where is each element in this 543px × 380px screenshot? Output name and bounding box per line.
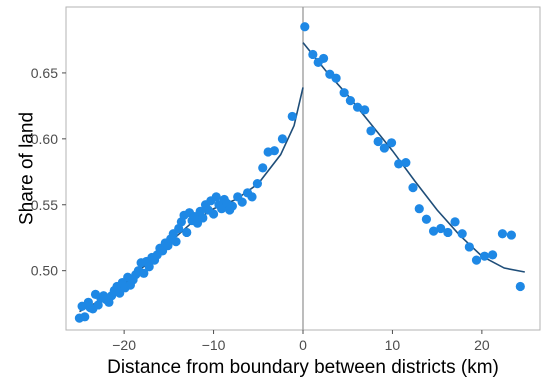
data-point	[227, 201, 237, 211]
data-point	[488, 250, 498, 260]
x-tick-label: −10	[202, 337, 226, 353]
data-point	[386, 138, 397, 148]
x-axis-ticks: −20 −10 0 10 20	[112, 330, 490, 353]
data-point	[464, 242, 474, 252]
data-point	[394, 159, 404, 169]
data-point	[258, 163, 268, 173]
fit-line-right	[302, 42, 525, 273]
data-point	[300, 22, 310, 32]
data-point	[414, 204, 424, 214]
x-tick-label: −20	[112, 337, 136, 353]
data-point	[515, 281, 525, 292]
data-point	[401, 157, 411, 168]
data-point	[352, 102, 363, 112]
data-point	[360, 105, 370, 115]
x-tick-label: 20	[474, 337, 490, 353]
x-tick-label: 0	[299, 337, 307, 353]
y-tick-label: 0.60	[31, 131, 58, 147]
data-point	[237, 197, 247, 207]
data-point	[139, 268, 149, 278]
data-point	[366, 126, 376, 136]
data-point	[80, 312, 90, 322]
data-point	[287, 111, 297, 122]
data-point	[479, 251, 490, 261]
data-point	[379, 143, 389, 153]
data-point	[436, 223, 446, 234]
data-point	[308, 49, 318, 60]
data-points	[74, 22, 525, 323]
data-point	[471, 255, 482, 265]
x-tick-label: 10	[385, 337, 401, 353]
y-tick-label: 0.55	[31, 197, 58, 213]
data-point	[247, 192, 257, 202]
data-point	[182, 227, 192, 238]
data-point	[208, 209, 219, 219]
data-point	[345, 96, 355, 106]
data-point	[497, 229, 508, 239]
data-point	[198, 213, 208, 223]
data-point	[450, 217, 460, 227]
data-point	[421, 214, 432, 224]
data-point	[408, 183, 418, 193]
y-tick-label: 0.65	[31, 65, 58, 81]
data-point	[373, 136, 383, 147]
data-point	[252, 179, 262, 189]
data-point	[331, 73, 341, 83]
data-point	[428, 226, 439, 236]
data-point	[211, 192, 221, 202]
x-axis-title: Distance from boundary between districts…	[107, 357, 499, 378]
data-point	[269, 146, 279, 156]
y-tick-label: 0.50	[31, 263, 58, 279]
data-point	[457, 229, 467, 239]
y-axis-ticks: 0.50 0.55 0.60 0.65	[31, 65, 66, 279]
data-point	[144, 262, 154, 272]
data-point	[443, 227, 453, 238]
data-point	[277, 134, 288, 144]
data-point	[318, 53, 329, 64]
y-axis-title: Share of land	[17, 112, 38, 225]
data-point	[506, 230, 516, 240]
data-point	[339, 88, 349, 98]
data-point	[171, 237, 181, 247]
